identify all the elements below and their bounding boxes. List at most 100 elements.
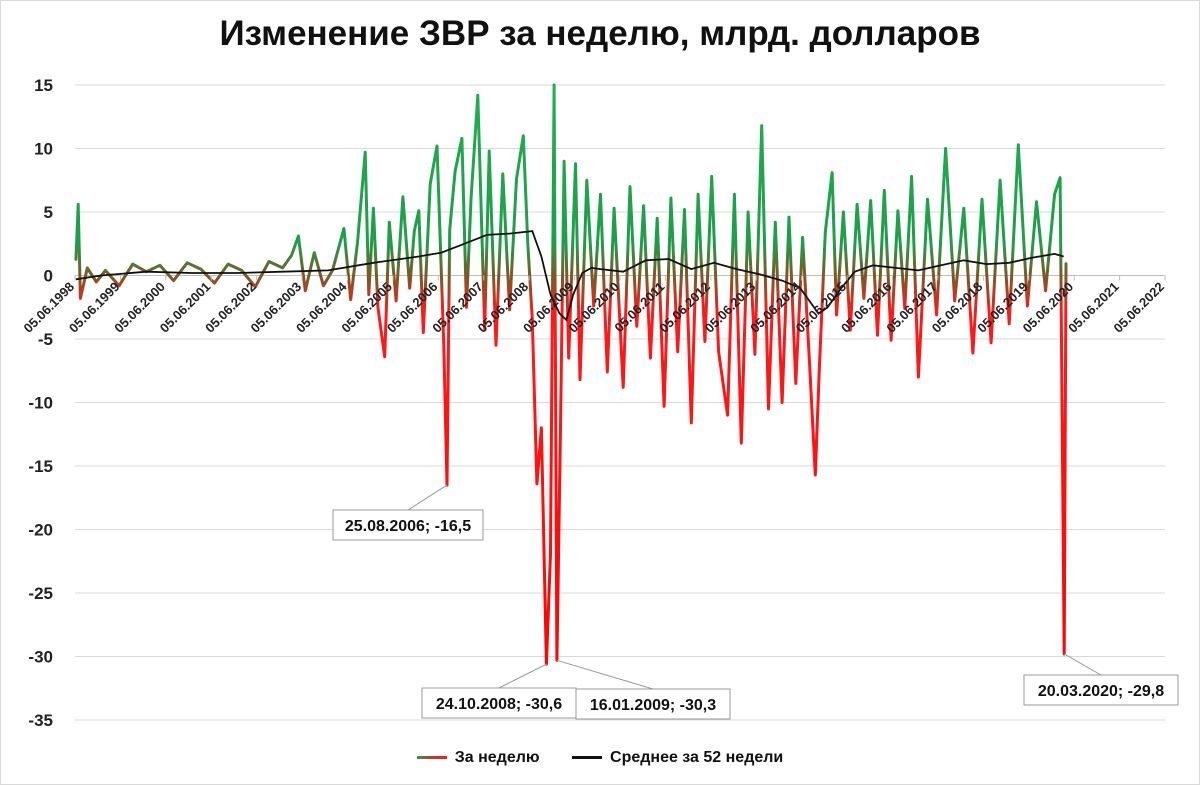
series-weekly-point [508, 308, 511, 311]
series-weekly-point [281, 267, 284, 269]
y-tick-label: -35 [28, 711, 53, 730]
series-weekly-point [990, 342, 992, 344]
series-weekly-point [814, 474, 817, 476]
series-weekly-point [343, 227, 345, 230]
series-weekly-point [268, 260, 270, 263]
y-tick-label: 0 [44, 267, 53, 286]
series-weekly-point [540, 427, 543, 429]
series-weekly-point [606, 371, 609, 373]
series-weekly-point [322, 284, 325, 287]
legend-swatch-average [572, 756, 603, 759]
series-weekly-point [876, 334, 879, 336]
series-weekly-point [240, 269, 243, 272]
series-weekly-point [767, 408, 770, 410]
series-weekly-point [290, 254, 293, 256]
series-weekly-point [402, 195, 404, 198]
series-weekly-point [118, 284, 120, 287]
series-weekly-point [1035, 201, 1038, 203]
series-weekly-point [704, 340, 706, 343]
series-weekly-point [642, 204, 645, 207]
series-weekly-point [726, 414, 729, 417]
y-tick-label: -15 [28, 457, 53, 476]
data-callout: 25.08.2006; -16,5 [332, 484, 484, 541]
series-weekly-point [818, 366, 821, 368]
series-weekly-point [754, 353, 756, 356]
series-weekly-point [483, 328, 486, 330]
legend-item-weekly: За неделю [416, 748, 540, 767]
series-weekly-point [926, 198, 929, 201]
series-weekly-point [368, 293, 370, 296]
series-weekly-point [897, 209, 899, 212]
y-tick-label: 5 [44, 203, 53, 222]
series-weekly-point [788, 216, 790, 218]
series-weekly-point [1017, 143, 1020, 146]
series-weekly-point [636, 325, 638, 328]
series-weekly-point [567, 357, 570, 359]
series-weekly-point [527, 242, 529, 245]
data-callout: 20.03.2020; -29,8 [1023, 653, 1179, 706]
series-weekly-point [461, 137, 463, 140]
series-weekly-point [502, 173, 504, 175]
series-weekly-point [442, 344, 445, 347]
y-tick-label: 10 [34, 140, 53, 159]
series-weekly-point [429, 183, 431, 185]
legend-label-average: Среднее за 52 недели [610, 748, 784, 766]
series-weekly-point [79, 297, 82, 300]
series-weekly-point [159, 264, 161, 267]
series-weekly-point [495, 344, 497, 347]
series-weekly-point [418, 209, 420, 212]
y-tick-label: -25 [28, 584, 53, 603]
series-weekly-point [649, 357, 652, 359]
series-weekly-point [104, 269, 107, 272]
legend-item-average: Среднее за 52 недели [572, 749, 783, 767]
callout-label: 16.01.2009; -30,3 [590, 697, 716, 714]
series-weekly-point [622, 386, 624, 389]
series-weekly-point [574, 162, 577, 165]
series-weekly-point [297, 235, 300, 237]
series-weekly-point [903, 307, 906, 310]
legend-swatch-weekly [416, 756, 447, 759]
y-tick-label: -10 [28, 394, 53, 413]
y-tick-label: -20 [28, 521, 53, 540]
chart-legend: За неделю Среднее за 52 недели [0, 746, 1200, 767]
series-weekly-point [477, 94, 479, 96]
y-tick-label: -5 [38, 330, 53, 349]
series-weekly-point [131, 263, 134, 265]
series-weekly-point [656, 217, 659, 220]
callout-leader [556, 659, 654, 690]
series-weekly-point [356, 241, 359, 244]
series-weekly-point [213, 282, 216, 284]
series-weekly-point [1059, 176, 1061, 179]
chart-title: Изменение ЗВР за неделю, млрд. долларов [219, 14, 981, 53]
series-weekly-point [75, 259, 77, 262]
series-weekly-point [1044, 289, 1047, 292]
series-weekly-point [972, 352, 974, 354]
legend-label-weekly: За неделю [454, 748, 540, 766]
series-weekly-point [408, 287, 411, 290]
series-weekly-point [186, 262, 188, 264]
series-weekly-point [522, 135, 525, 137]
series-weekly-point [377, 306, 379, 309]
series-weekly-point [856, 203, 858, 206]
series-weekly-point [613, 207, 615, 209]
series-weekly-point [883, 189, 886, 192]
series-weekly-point [364, 151, 367, 154]
series-weekly-point [890, 339, 892, 342]
series-average-line [75, 230, 1064, 322]
callout-box [421, 687, 577, 719]
series-weekly-point [304, 289, 307, 292]
series-weekly-point [690, 422, 693, 424]
series-weekly-point [388, 221, 391, 223]
y-tick-label: -30 [28, 648, 53, 667]
series-weekly-point [227, 263, 229, 265]
series-weekly-point [670, 197, 672, 199]
series-weekly-point [422, 331, 425, 334]
series-weekly-point [579, 378, 581, 381]
series-weekly-point [313, 251, 316, 254]
series-weekly-point [531, 319, 534, 321]
series-weekly-point [1065, 262, 1067, 264]
series-weekly-point [349, 298, 352, 301]
series-weekly-point [563, 160, 565, 162]
callout-box [575, 688, 731, 720]
